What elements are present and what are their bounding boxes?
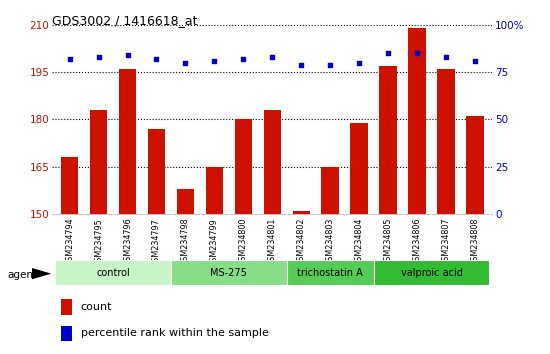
Polygon shape [32, 268, 51, 279]
Point [152, 56, 161, 62]
Point [384, 50, 393, 56]
Point [65, 56, 74, 62]
Point [123, 52, 132, 58]
Bar [437, 69, 455, 214]
Bar [206, 167, 223, 214]
Bar [55, 260, 171, 285]
Bar [350, 122, 368, 214]
Text: GDS3002 / 1416618_at: GDS3002 / 1416618_at [52, 14, 198, 27]
Bar [373, 260, 490, 285]
Text: GSM234797: GSM234797 [152, 218, 161, 267]
Text: GSM234796: GSM234796 [123, 218, 132, 267]
Text: percentile rank within the sample: percentile rank within the sample [81, 329, 269, 338]
Point [442, 54, 450, 60]
Bar [466, 116, 483, 214]
Bar [408, 28, 426, 214]
Text: GSM234798: GSM234798 [181, 218, 190, 267]
Text: count: count [81, 302, 112, 312]
Point [297, 62, 306, 67]
Bar [293, 211, 310, 214]
Text: agent: agent [7, 270, 37, 280]
Text: GSM234808: GSM234808 [470, 218, 480, 266]
Bar [90, 110, 107, 214]
Text: GSM234800: GSM234800 [239, 218, 248, 266]
Point [412, 50, 421, 56]
Bar [171, 260, 287, 285]
Text: GSM234795: GSM234795 [94, 218, 103, 267]
Text: MS-275: MS-275 [211, 268, 248, 278]
Bar [61, 299, 72, 315]
Text: valproic acid: valproic acid [400, 268, 463, 278]
Text: GSM234806: GSM234806 [412, 218, 421, 266]
Text: GSM234803: GSM234803 [326, 218, 334, 266]
Text: control: control [96, 268, 130, 278]
Bar [263, 110, 281, 214]
Text: GSM234799: GSM234799 [210, 218, 219, 267]
Bar [287, 260, 373, 285]
Text: GSM234801: GSM234801 [268, 218, 277, 266]
Text: GSM234804: GSM234804 [355, 218, 364, 266]
Point [210, 58, 219, 64]
Point [268, 54, 277, 60]
Point [181, 60, 190, 65]
Text: GSM234794: GSM234794 [65, 218, 74, 267]
Bar [235, 119, 252, 214]
Point [326, 62, 334, 67]
Bar [119, 69, 136, 214]
Point [355, 60, 364, 65]
Text: GSM234802: GSM234802 [296, 218, 306, 266]
Bar [379, 66, 397, 214]
Point [239, 56, 248, 62]
Text: GSM234807: GSM234807 [442, 218, 450, 266]
Bar [61, 157, 78, 214]
Point [94, 54, 103, 60]
Bar [61, 326, 72, 341]
Bar [177, 189, 194, 214]
Bar [321, 167, 339, 214]
Bar [148, 129, 165, 214]
Text: GSM234805: GSM234805 [383, 218, 393, 266]
Text: trichostatin A: trichostatin A [297, 268, 363, 278]
Point [470, 58, 479, 64]
